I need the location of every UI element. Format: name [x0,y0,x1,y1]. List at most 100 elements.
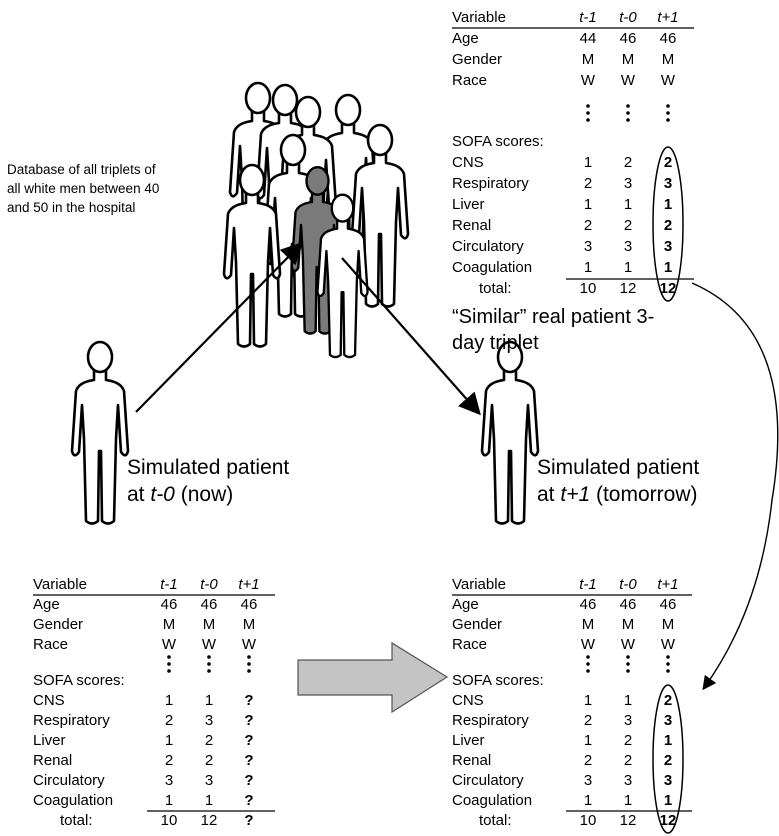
text: t+1 [560,483,590,506]
table-cell: M [638,616,698,634]
row-label: Gender [452,51,502,69]
row-label: Age [452,596,479,614]
row-label: Circulatory [33,772,105,790]
text-line: at t-0 (now) [127,481,289,508]
total-cell: 12 [638,812,698,830]
table-cell: ? [219,772,279,790]
row-label: Race [452,636,487,654]
section-label: SOFA scores: [452,672,544,690]
current-patient-figure [72,342,128,524]
ellipsis-dot [666,111,670,115]
text: at [537,483,555,506]
row-label: Race [452,72,487,90]
ellipsis-dot [666,669,670,673]
curved-arrow [692,283,778,688]
table-cell: ? [219,792,279,810]
ellipsis-dot [666,118,670,122]
table-header: Variable [452,576,506,594]
total-label: total: [60,812,93,830]
table-header: t+1 [219,576,279,594]
table-cell: ? [219,692,279,710]
table-cell: 46 [638,596,698,614]
ellipsis-dot [167,669,171,673]
table-header: t+1 [638,9,698,27]
table-cell: M [219,616,279,634]
ellipsis-dot [586,104,590,108]
diagram: Database of all triplets of all white me… [0,0,779,836]
arrow [136,245,300,412]
ellipsis-dot [626,669,630,673]
table-cell: 1 [638,259,698,277]
table-cell: 3 [638,772,698,790]
text-line: all white men between 40 [7,179,159,198]
text-line: Database of all triplets of [7,160,159,179]
table-cell: 3 [638,238,698,256]
ellipsis-dot [626,655,630,659]
ellipsis-dot [666,104,670,108]
ellipsis-dot [666,662,670,666]
table-header: t+1 [638,576,698,594]
ellipsis-dot [586,662,590,666]
ellipsis-dot [586,669,590,673]
ellipsis-dot [207,655,211,659]
ellipsis-dot [247,669,251,673]
table-cell: 2 [638,154,698,172]
ellipsis-dot [586,118,590,122]
table-cell: 3 [638,175,698,193]
table-cell: M [638,51,698,69]
section-label: SOFA scores: [452,133,544,151]
table-header: Variable [452,9,506,27]
row-label: CNS [452,692,484,710]
row-label: Age [452,30,479,48]
row-label: Renal [452,217,491,235]
row-label: Circulatory [452,238,524,256]
table-cell: 2 [638,692,698,710]
ellipsis-dot [586,655,590,659]
next-patient-figure [482,342,538,524]
table-cell: 46 [638,30,698,48]
big-arrow [298,643,447,712]
row-label: CNS [33,692,65,710]
table-cell: 1 [638,792,698,810]
text-line: day triplet [452,330,654,356]
similar-label: “Similar” real patient 3- day triplet [452,304,654,356]
row-label: CNS [452,154,484,172]
ellipsis-dot [167,655,171,659]
table-cell: 1 [638,732,698,750]
text-line: at t+1 (tomorrow) [537,481,699,508]
row-label: Renal [452,752,491,770]
text: (now) [181,483,234,506]
crowd [224,83,408,357]
total-cell: ? [219,812,279,830]
table-cell: ? [219,712,279,730]
row-label: Respiratory [452,712,529,730]
ellipsis-dot [626,111,630,115]
table-header: Variable [33,576,87,594]
row-label: Race [33,636,68,654]
ellipsis-dot [247,662,251,666]
ellipsis-dot [626,118,630,122]
text-line: Simulated patient [127,454,289,481]
table-cell: 46 [219,596,279,614]
row-label: Renal [33,752,72,770]
text-line: “Similar” real patient 3- [452,304,654,330]
table-cell: 2 [638,217,698,235]
ellipsis-dot [207,662,211,666]
row-label: Gender [33,616,83,634]
row-label: Liver [33,732,66,750]
table-cell: W [638,72,698,90]
row-label: Respiratory [452,175,529,193]
ellipsis-dot [586,111,590,115]
ellipsis-dot [207,669,211,673]
ellipsis-dot [247,655,251,659]
row-label: Coagulation [33,792,113,810]
table-cell: W [219,636,279,654]
row-label: Liver [452,732,485,750]
text-line: and 50 in the hospital [7,198,159,217]
current-patient-label: Simulated patient at t-0 (now) [127,454,289,508]
database-label: Database of all triplets of all white me… [7,160,159,217]
table-cell: W [638,636,698,654]
text: t-0 [150,483,175,506]
row-label: Age [33,596,60,614]
figures [0,0,779,836]
